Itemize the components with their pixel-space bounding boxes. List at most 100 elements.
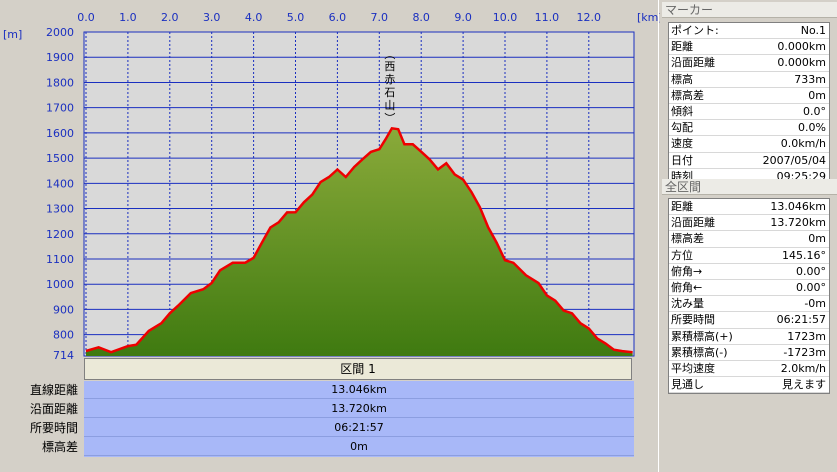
panel-row-value: 733m [794,72,826,86]
panel-row-value: 2.0km/h [780,361,826,375]
x-tick-labels: 0.0 1.0 2.0 3.0 4.0 5.0 6.0 7.0 8.0 9.0 10.0 11.0 12… [77,11,601,24]
panel-row-key: 勾配 [671,121,693,135]
section-stat-label: 所要時間 [29,421,78,435]
elevation-area [86,128,633,356]
section-stats: 13.046km 13.720km 06:21:57 0m [84,381,634,457]
panel-row: 沿面距離 0.000km [669,55,829,72]
panel-row-value: 06:21:57 [776,313,826,327]
panel-row-value: 1723m [787,329,826,343]
x-tick-label: 1.0 [119,11,137,24]
section-stat-value: 13.046km [84,381,634,399]
elevation-chart[interactable]: 0.0 1.0 2.0 3.0 4.0 5.0 6.0 7.0 8.0 9.0 10.0 11.0 12… [0,0,660,360]
panel-row-key: 累積標高(+) [671,329,733,343]
panel-row-value: 0.0km/h [780,137,826,151]
peak-label-char: 山 [384,99,395,112]
y-tick-label: 1900 [46,51,74,64]
panel-row: ポイント: No.1 [669,23,829,40]
panel-row-value: 13.720km [770,216,826,230]
y-tick-label: 1700 [46,102,74,115]
panel-row-value: 0.00° [796,264,826,278]
panel-row-key: 日付 [671,153,693,167]
peak-label-bracket: ︵ [384,48,395,61]
panel-row: 方位 145.16° [669,248,829,264]
x-tick-label: 0.0 [77,11,95,24]
marker-panel: ポイント: No.1 距離 0.000km 沿面距離 0.000km 標高 733m 標高差 0m… [668,22,830,186]
panel-row-key: 標高差 [671,232,704,246]
total-panel: 距離 13.046km 沿面距離 13.720km 標高差 0m 方位 145.16° 俯角→ 0… [668,198,830,395]
panel-row-value: 見えます [782,378,826,392]
panel-row: 距離 0.000km [669,39,829,56]
panel-row-value: 0.000km [777,40,826,54]
panel-row-key: 平均速度 [671,361,715,375]
panel-row-value: 13.046km [770,200,826,213]
y-tick-label: 800 [53,329,74,342]
panel-row: 標高差 0m [669,88,829,104]
panel-divider [658,0,659,472]
section-header[interactable]: 区間 1 [84,358,632,380]
panel-row-value: 0.000km [777,56,826,70]
panel-row: 平均速度 2.0km/h [669,361,829,378]
panel-row-key: 累積標高(-) [671,345,728,359]
peak-label-bracket: ︶ [384,112,395,125]
section-stat-label: 沿面距離 [29,402,78,416]
panel-row: 距離 13.046km [669,199,829,216]
y-tick-label: 1200 [46,228,74,241]
panel-row-key: 俯角→ [671,264,703,278]
section-stat-label: 直線距離 [29,383,78,397]
panel-row: 見通し 見えます [669,377,829,394]
panel-row-key: 標高差 [671,88,704,102]
panel-row-key: ポイント: [671,24,719,37]
section-stat-label: 標高差 [41,440,78,454]
panel-row-value: 0m [808,232,826,246]
panel-row-key: 速度 [671,137,693,151]
panel-row: 累積標高(+) 1723m [669,329,829,345]
panel-row: 沿面距離 13.720km [669,215,829,232]
y-tick-label: 1600 [46,127,74,140]
y-tick-label: 1500 [46,152,74,165]
y-tick-label: 1300 [46,203,74,216]
section-stat-value: 0m [84,438,634,456]
peak-label-char: 西 [384,60,395,73]
panel-row-key: 沿面距離 [671,216,715,230]
x-tick-label: 8.0 [412,11,430,24]
x-tick-label: 12.0 [577,11,602,24]
panel-row-key: 所要時間 [671,313,715,327]
x-tick-label: 5.0 [287,11,305,24]
x-tick-label: 11.0 [535,11,560,24]
panel-row-key: 俯角← [671,280,703,294]
panel-row: 沈み量 -0m [669,296,829,313]
panel-row: 累積標高(-) -1723m [669,345,829,361]
y-axis-unit: [m] [3,28,22,41]
panel-row-key: 方位 [671,248,693,262]
panel-row-value: -0m [804,297,826,311]
panel-row: 傾斜 0.0° [669,104,829,121]
x-tick-label: 10.0 [493,11,518,24]
panel-row: 標高 733m [669,72,829,88]
panel-row-value: 0.0° [803,104,826,118]
y-tick-label: 900 [53,303,74,316]
panel-row-key: 距離 [671,200,693,213]
y-tick-label: 2000 [46,26,74,39]
x-tick-label: 7.0 [371,11,389,24]
panel-row: 速度 0.0km/h [669,136,829,153]
y-tick-labels: 2000 1900 1800 1700 1600 1500 1400 1300 1200 1100… [46,26,74,360]
y-tick-label: 1400 [46,177,74,190]
panel-row-key: 距離 [671,40,693,54]
peak-label-char: 赤 [384,73,395,86]
panel-row: 勾配 0.0% [669,120,829,137]
y-tick-label: 1100 [46,253,74,266]
panel-row-value: No.1 [800,24,826,37]
total-panel-title: 全区間 [662,179,837,195]
x-tick-label: 4.0 [245,11,263,24]
panel-row-key: 沿面距離 [671,56,715,70]
x-tick-label: 9.0 [454,11,472,24]
panel-row: 俯角← 0.00° [669,280,829,297]
panel-row: 俯角→ 0.00° [669,264,829,280]
panel-row: 所要時間 06:21:57 [669,312,829,329]
panel-row-key: 沈み量 [671,297,704,311]
x-tick-label: 6.0 [329,11,347,24]
section-stat-value: 06:21:57 [84,419,634,437]
panel-row-value: 0.00° [796,280,826,294]
y-tick-label: 1000 [46,278,74,291]
